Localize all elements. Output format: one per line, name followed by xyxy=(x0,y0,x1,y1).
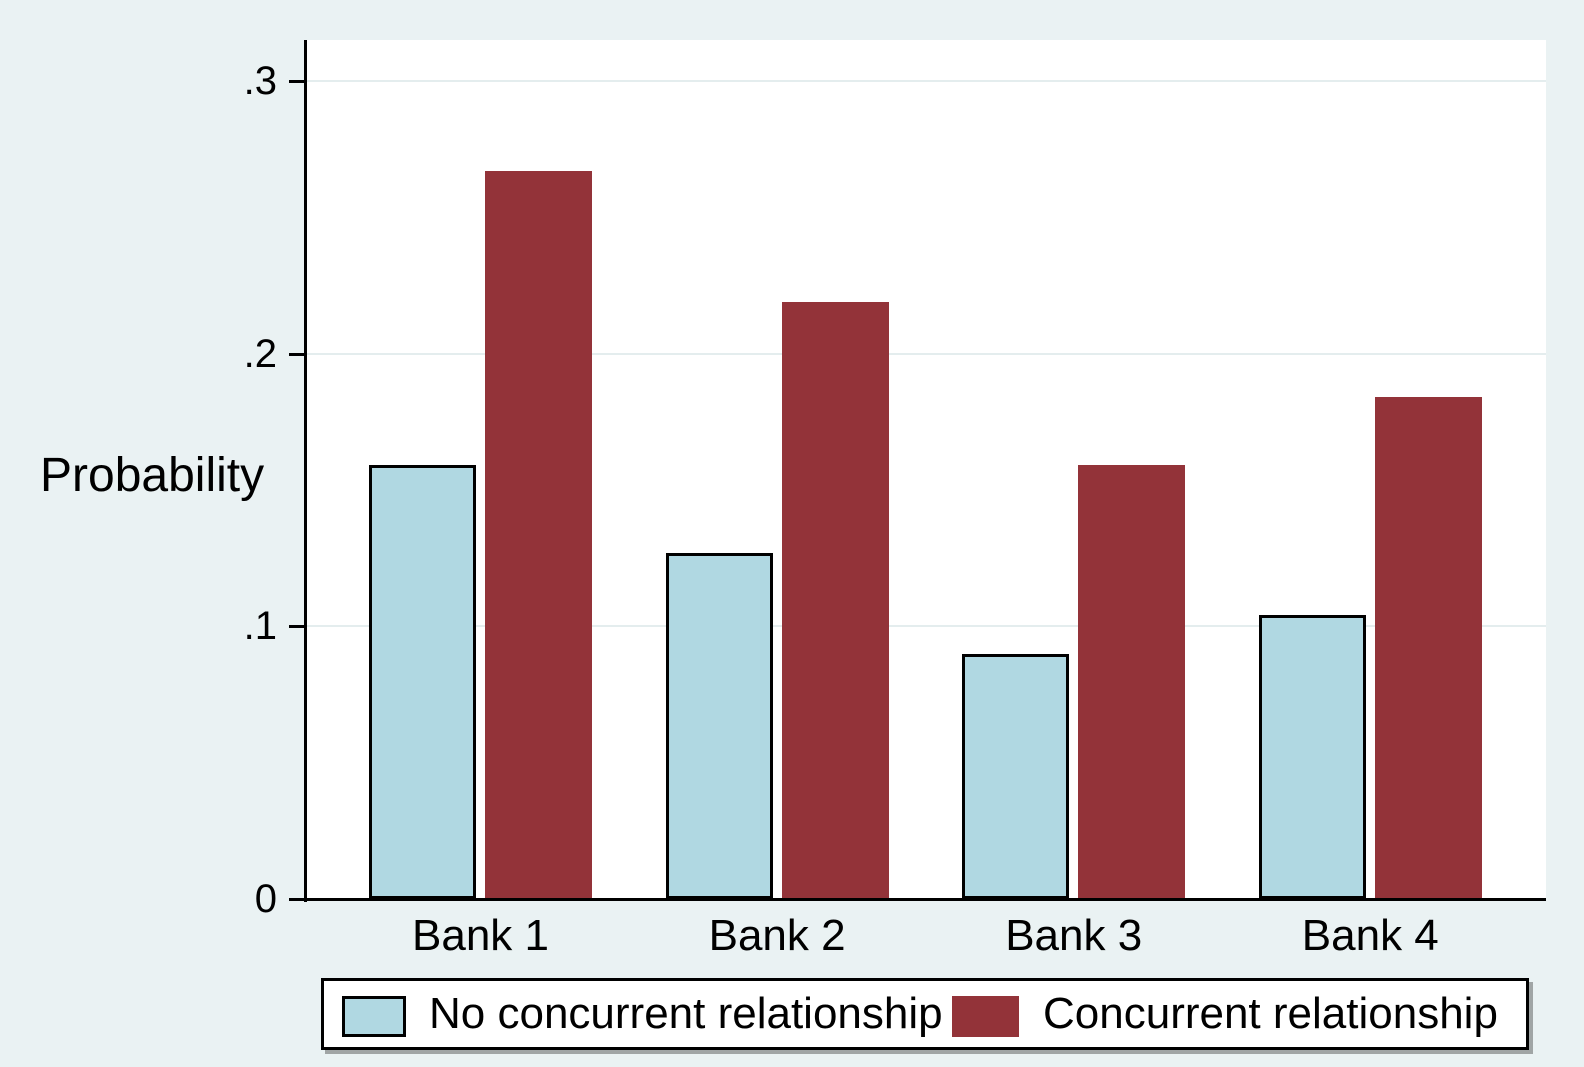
x-axis-label-4: Bank 4 xyxy=(1301,911,1439,960)
bar-bank1-series0 xyxy=(369,465,476,899)
x-axis-label-3: Bank 3 xyxy=(1005,911,1143,960)
gridline-0.3 xyxy=(306,79,1546,82)
bar-bank2-series1 xyxy=(781,301,889,899)
bar-bank1-series1 xyxy=(485,170,592,899)
gridline-0.1 xyxy=(306,625,1546,628)
y-tick-label-0.3: .3 xyxy=(243,58,277,103)
legend-label-concurrent: Concurrent relationship xyxy=(1043,989,1498,1038)
y-tick-0 xyxy=(289,898,306,901)
bar-bank4-series1 xyxy=(1374,397,1482,899)
x-axis-label-2: Bank 2 xyxy=(708,911,846,960)
y-axis-title: Probability xyxy=(40,449,265,502)
legend-swatch-no-concurrent xyxy=(342,996,406,1037)
bar-bank3-series0 xyxy=(962,653,1070,899)
y-tick-0.2 xyxy=(289,352,306,356)
y-tick-label-0.1: .1 xyxy=(243,604,277,649)
legend-label-no-concurrent: No concurrent relationship xyxy=(429,989,943,1038)
y-tick-label-0.2: .2 xyxy=(243,331,277,376)
y-axis-line xyxy=(304,40,307,902)
y-tick-0.1 xyxy=(289,625,306,629)
x-axis-line xyxy=(304,898,1546,901)
bar-bank4-series0 xyxy=(1258,615,1366,899)
legend-swatch-concurrent xyxy=(952,996,1019,1037)
gridline-0.2 xyxy=(306,352,1546,355)
y-tick-0.3 xyxy=(289,79,306,83)
bar-bank2-series0 xyxy=(665,552,773,899)
y-tick-label-0: 0 xyxy=(254,877,277,921)
legend: No concurrent relationship Concurrent re… xyxy=(321,978,1529,1050)
plot-area xyxy=(306,40,1546,899)
bar-bank3-series1 xyxy=(1078,465,1186,899)
x-axis-label-1: Bank 1 xyxy=(412,911,549,960)
